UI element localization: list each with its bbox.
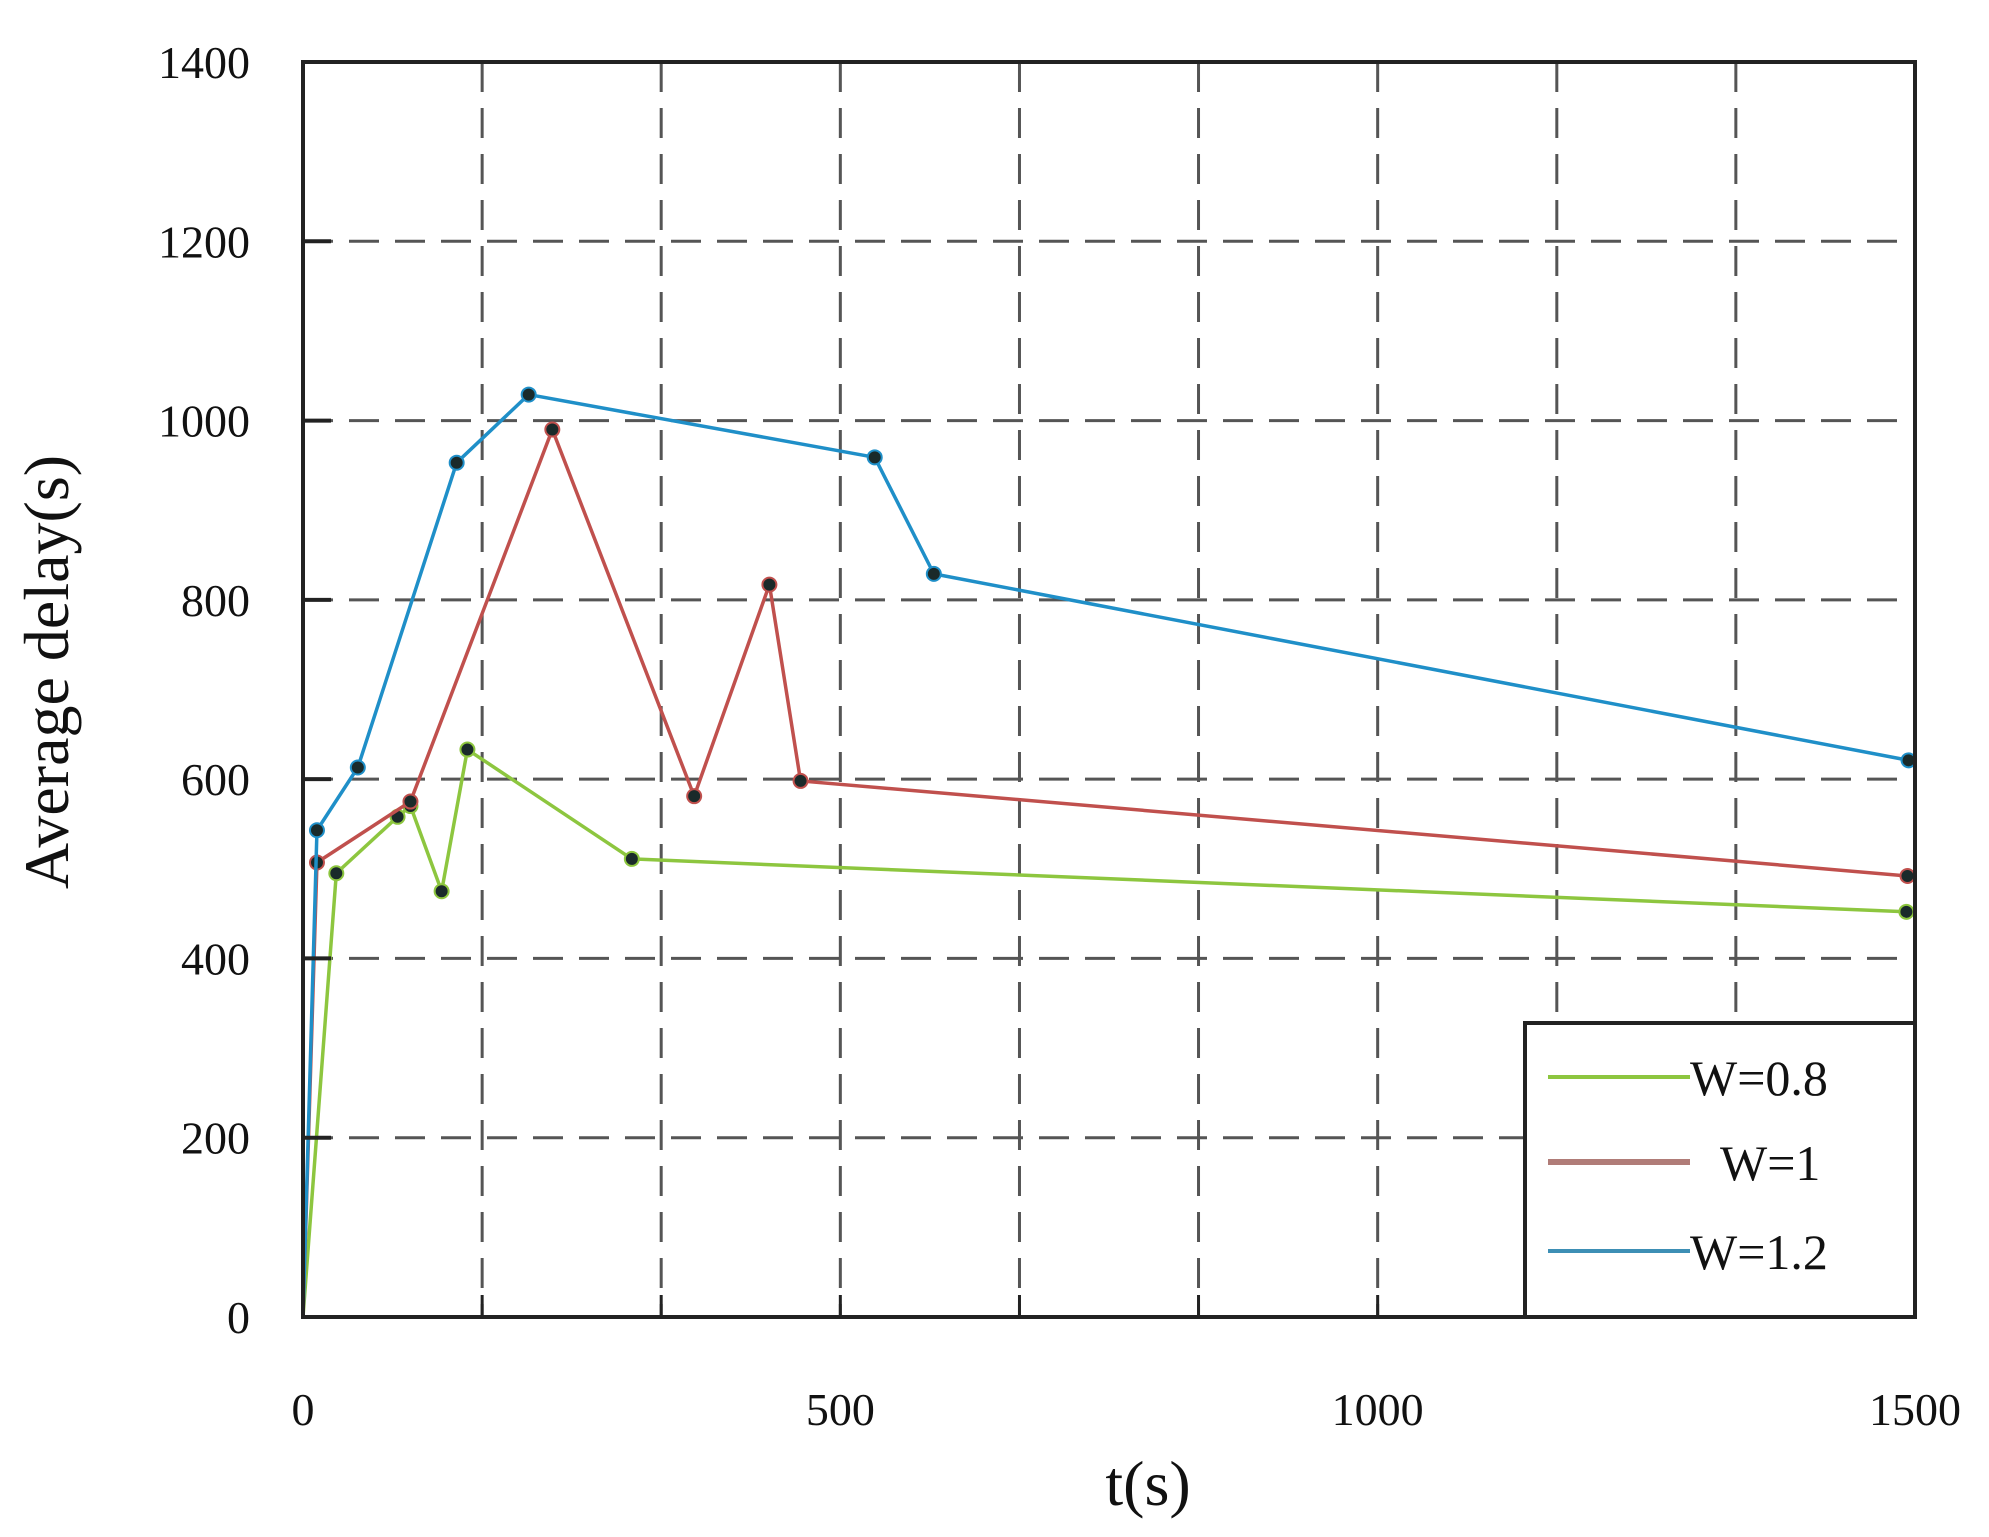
data-point-marker [349,759,366,776]
data-point-marker [544,421,561,438]
data-point-marker [520,386,537,403]
data-point-marker [623,850,640,867]
data-point-marker [433,883,450,900]
series-w-1 [301,421,1916,1318]
y-tick-label: 0 [227,1292,250,1343]
data-point-marker [1898,903,1915,920]
plot-frame [301,60,1917,1319]
x-axis-ticks: 0 500 1000 1500 [292,1295,1961,1435]
y-tick-label: 1000 [158,396,250,447]
y-tick-label: 400 [181,933,250,984]
y-tick-label: 1200 [158,216,250,267]
series-line [301,747,1907,1318]
legend-box [1523,1021,1917,1319]
data-point-marker [448,454,465,471]
series-line [301,427,1908,1318]
gridlines [303,62,1915,1317]
x-tick-label: 0 [292,1384,315,1435]
data-point-marker [792,772,809,789]
data-point-marker [761,576,778,593]
y-tick-label: 600 [181,754,250,805]
x-tick-label: 500 [806,1384,875,1435]
legend-label: W=1 [1720,1135,1820,1191]
legend: W=0.8 W=1 W=1.2 [1523,1021,1917,1319]
data-series [301,386,1917,1318]
data-point-marker [308,822,325,839]
y-tick-label: 1400 [158,37,250,88]
data-point-marker [459,741,476,758]
legend-label: W=1.2 [1690,1224,1828,1280]
y-axis-title: Average delay(s) [11,455,82,889]
x-tick-label: 1500 [1869,1384,1961,1435]
data-point-marker [1899,867,1916,884]
data-point-marker [402,793,419,810]
data-point-marker [686,788,703,805]
y-tick-label: 800 [181,575,250,626]
y-tick-label: 200 [181,1113,250,1164]
x-tick-label: 1000 [1332,1384,1424,1435]
data-point-marker [328,865,345,882]
x-axis-title: t(s) [1105,1448,1190,1519]
series-line [301,392,1909,1318]
data-point-marker [925,565,942,582]
legend-label: W=0.8 [1690,1050,1828,1106]
y-axis-ticks: 0 200 400 600 800 1000 1200 1400 [158,37,331,1343]
data-point-marker [866,449,883,466]
